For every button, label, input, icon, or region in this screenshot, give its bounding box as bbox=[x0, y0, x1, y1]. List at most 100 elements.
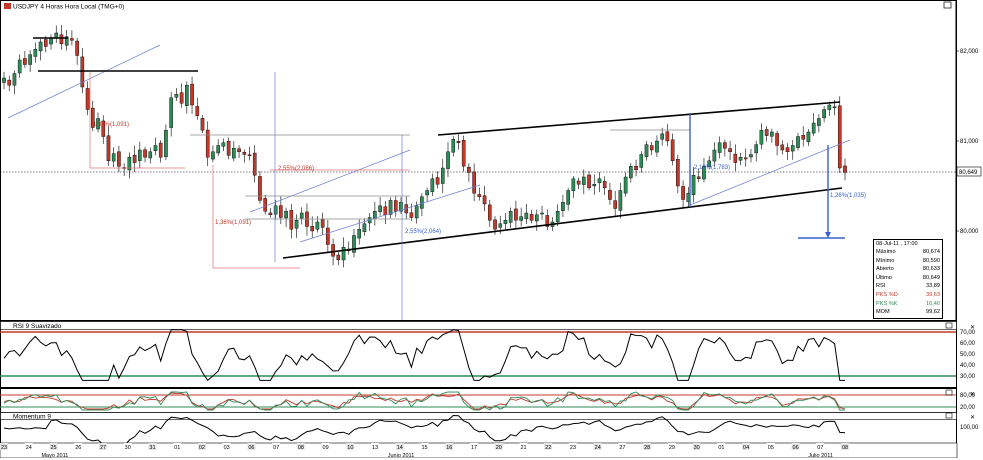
candle-body bbox=[7, 79, 12, 86]
candle-body bbox=[158, 142, 163, 158]
candle-body bbox=[273, 205, 278, 215]
mom-panel-controls[interactable]: ✕ bbox=[945, 412, 975, 421]
candle-body bbox=[101, 120, 106, 137]
date-tick-label: 29 bbox=[669, 445, 675, 451]
candle-body bbox=[602, 181, 607, 188]
candle-body bbox=[712, 149, 717, 162]
candle-body bbox=[827, 104, 832, 110]
candle-body bbox=[299, 212, 304, 219]
candle-body bbox=[435, 177, 440, 185]
candle-body bbox=[743, 157, 748, 160]
date-tick-label: 22 bbox=[545, 445, 551, 451]
candle-body bbox=[383, 206, 388, 215]
candle-body bbox=[143, 149, 147, 158]
candle-body bbox=[258, 176, 262, 201]
close-icon[interactable]: ✕ bbox=[970, 415, 975, 421]
candle-body bbox=[279, 205, 283, 218]
date-cell bbox=[643, 443, 652, 450]
candle-body bbox=[592, 183, 597, 187]
candle-body bbox=[91, 107, 95, 128]
candle-body bbox=[493, 219, 497, 230]
date-cell bbox=[742, 443, 751, 450]
date-tick-label: 24 bbox=[26, 445, 32, 451]
date-cell bbox=[692, 443, 701, 450]
price-tick-label: 81,000 bbox=[960, 139, 979, 145]
candle-body bbox=[28, 54, 32, 65]
candle-body bbox=[200, 118, 205, 131]
date-cell bbox=[123, 443, 132, 450]
candle-body bbox=[801, 134, 806, 140]
candle-body bbox=[378, 205, 382, 212]
candle-body bbox=[764, 129, 769, 136]
date-cell bbox=[346, 443, 355, 450]
candle-body bbox=[315, 221, 320, 230]
stoch-k-line bbox=[3, 391, 845, 411]
candle-body bbox=[655, 140, 659, 153]
candle-body bbox=[681, 186, 685, 200]
date-cell bbox=[568, 443, 577, 450]
date-tick-label: 23 bbox=[570, 445, 576, 451]
candle-body bbox=[357, 228, 362, 239]
rsi-tick-label: 70,00 bbox=[960, 330, 976, 336]
rsi-header-bar bbox=[0, 321, 957, 330]
candle-body bbox=[582, 176, 586, 185]
price-y-axis: 82,000 81,000 80,000 bbox=[956, 49, 979, 235]
candle-body bbox=[138, 149, 142, 161]
stoch-tick-label: 20,00 bbox=[960, 405, 976, 411]
candle-body bbox=[38, 41, 43, 52]
candle-body bbox=[587, 174, 591, 189]
stoch-panel-controls[interactable]: ✕ bbox=[945, 389, 975, 398]
date-tick-label: 08 bbox=[298, 445, 304, 451]
candle-body bbox=[514, 208, 518, 221]
date-tick-label: 09 bbox=[323, 445, 329, 451]
candle-body bbox=[649, 145, 654, 151]
candle-body bbox=[529, 214, 534, 221]
candle-body bbox=[566, 190, 570, 205]
fib-annotation: 1,26%(1,035) bbox=[830, 193, 866, 199]
info-row: PKS %K 16,40 bbox=[876, 300, 940, 309]
candle-body bbox=[597, 178, 602, 184]
blue-measure-lines bbox=[274, 72, 845, 320]
date-cell bbox=[766, 443, 775, 450]
candle-body bbox=[205, 129, 210, 158]
date-tick-label: 06 bbox=[248, 445, 254, 451]
candle-body bbox=[232, 147, 236, 159]
candle-body bbox=[811, 122, 816, 134]
candle-body bbox=[393, 200, 398, 212]
candle-body bbox=[252, 152, 257, 176]
date-cell bbox=[618, 443, 627, 450]
window-icon[interactable] bbox=[945, 322, 953, 329]
candle-body bbox=[545, 215, 550, 227]
date-tick-label: 20 bbox=[496, 445, 502, 451]
window-icon[interactable] bbox=[945, 412, 953, 419]
rsi-panel-title: RSI 9 Suavizado bbox=[13, 323, 62, 330]
close-icon[interactable]: ✕ bbox=[970, 325, 975, 331]
date-cell bbox=[173, 443, 182, 450]
date-cell bbox=[494, 443, 503, 450]
info-label: Máximo bbox=[876, 249, 896, 255]
candle-body bbox=[707, 160, 711, 167]
date-cell bbox=[321, 443, 330, 450]
info-row: Mínimo 80,590 bbox=[876, 257, 940, 266]
candle-body bbox=[49, 38, 53, 45]
candle-body bbox=[310, 226, 314, 232]
candle-body bbox=[425, 190, 429, 196]
candle-body bbox=[373, 210, 377, 219]
window-icon[interactable] bbox=[945, 389, 953, 396]
window-icon[interactable] bbox=[943, 1, 952, 9]
candle-body bbox=[263, 198, 267, 212]
candle-body bbox=[749, 154, 753, 158]
momentum-line bbox=[3, 414, 846, 448]
candle-body bbox=[691, 174, 696, 195]
close-icon[interactable]: ✕ bbox=[970, 392, 975, 398]
mom-panel-title: Momentum 9 bbox=[13, 414, 51, 421]
date-cell bbox=[222, 443, 231, 450]
rsi-panel-controls[interactable]: ✕ bbox=[945, 322, 975, 331]
candle-body bbox=[132, 155, 137, 163]
candle-body bbox=[770, 131, 774, 137]
wedge-upper-line bbox=[437, 101, 841, 136]
price-panel-title: USDJPY 4 Horas Hora Local (TMG+0) bbox=[13, 4, 124, 11]
candle-body bbox=[414, 205, 419, 219]
candle-body bbox=[221, 142, 226, 147]
